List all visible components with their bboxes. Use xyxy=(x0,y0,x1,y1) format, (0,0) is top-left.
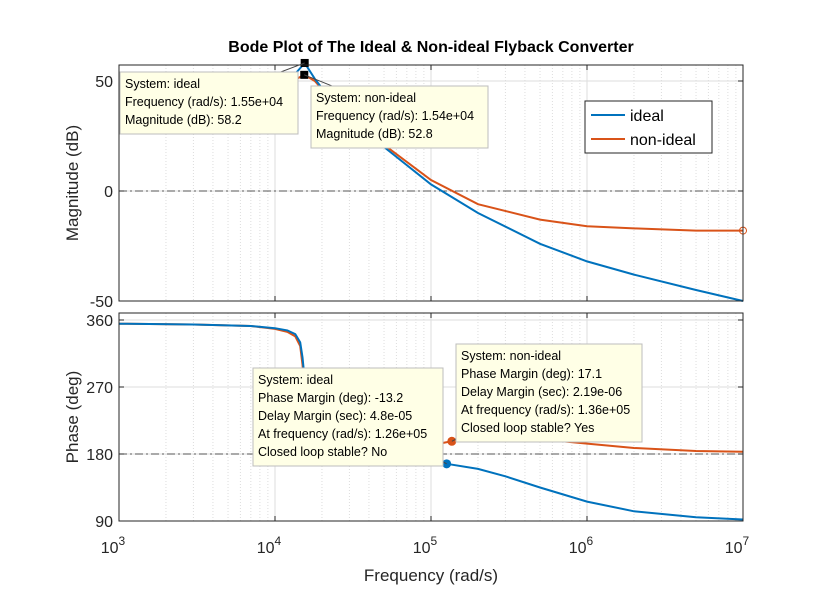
datatip-line: At frequency (rad/s): 1.26e+05 xyxy=(258,427,427,441)
y-tick-label: 360 xyxy=(86,313,113,330)
x-tick-label: 106 xyxy=(569,534,594,557)
datatip-line: System: non-ideal xyxy=(461,349,561,363)
x-axis-label: Frequency (rad/s) xyxy=(364,566,498,585)
datatip-line: Magnitude (dB): 58.2 xyxy=(125,113,242,127)
x-tick-label: 105 xyxy=(413,534,438,557)
legend-label-ideal: ideal xyxy=(630,108,664,125)
magnitude-datatips: System: ideal Frequency (rad/s): 1.55e+04… xyxy=(119,62,489,149)
phase-datatips: System: ideal Phase Margin (deg): -13.2 De… xyxy=(252,343,643,467)
datatip-non-ideal-peak: System: non-ideal Frequency (rad/s): 1.54… xyxy=(304,74,489,149)
legend[interactable]: ideal non-ideal xyxy=(584,100,713,154)
y-tick-label: -50 xyxy=(90,294,113,311)
datatip-line: Delay Margin (sec): 4.8e-05 xyxy=(258,409,412,423)
y-tick-label: 180 xyxy=(86,447,113,464)
datatip-line: System: ideal xyxy=(125,77,200,91)
y-tick-label: 0 xyxy=(104,184,113,201)
datatip-ideal-margin: System: ideal Phase Margin (deg): -13.2 De… xyxy=(252,367,447,467)
y-tick-label: 270 xyxy=(86,380,113,397)
phase-y-ticks: 360 270 180 90 xyxy=(86,313,743,531)
datatip-box xyxy=(252,367,444,467)
datatip-ideal-peak: System: ideal Frequency (rad/s): 1.55e+04… xyxy=(119,62,305,135)
datatip-box xyxy=(310,85,489,149)
datatip-line: Phase Margin (deg): -13.2 xyxy=(258,391,403,405)
chart-title: Bode Plot of The Ideal & Non-ideal Flyba… xyxy=(228,39,633,56)
datatip-line: System: ideal xyxy=(258,373,333,387)
datatip-line: Frequency (rad/s): 1.55e+04 xyxy=(125,95,283,109)
y-tick-label: 90 xyxy=(95,514,113,531)
datatip-line: At frequency (rad/s): 1.36e+05 xyxy=(461,403,630,417)
datatip-line: Closed loop stable? Yes xyxy=(461,421,594,435)
magnitude-ylabel: Magnitude (dB) xyxy=(63,125,82,241)
x-tick-label: 107 xyxy=(725,534,750,557)
datatip-line: Phase Margin (deg): 17.1 xyxy=(461,367,602,381)
datatip-non-ideal-margin: System: non-ideal Phase Margin (deg): 17.… xyxy=(451,343,643,443)
x-tick-labels: 103 104 105 106 107 xyxy=(101,65,750,557)
legend-box xyxy=(584,100,713,154)
y-tick-label: 50 xyxy=(95,74,113,91)
datatip-line: Frequency (rad/s): 1.54e+04 xyxy=(316,109,474,123)
x-tick-label: 103 xyxy=(101,534,126,557)
datatip-box xyxy=(119,71,299,135)
phase-ylabel: Phase (deg) xyxy=(63,371,82,464)
datatip-line: Delay Margin (sec): 2.19e-06 xyxy=(461,385,622,399)
datatip-line: System: non-ideal xyxy=(316,91,416,105)
x-tick-label: 104 xyxy=(257,534,282,557)
legend-label-non-ideal: non-ideal xyxy=(630,132,696,149)
magnitude-panel: 50 0 -50 Magnitude (dB) System: ideal Frequ… xyxy=(63,58,747,311)
datatip-line: Magnitude (dB): 52.8 xyxy=(316,127,433,141)
datatip-box xyxy=(455,343,643,443)
datatip-line: Closed loop stable? No xyxy=(258,445,387,459)
